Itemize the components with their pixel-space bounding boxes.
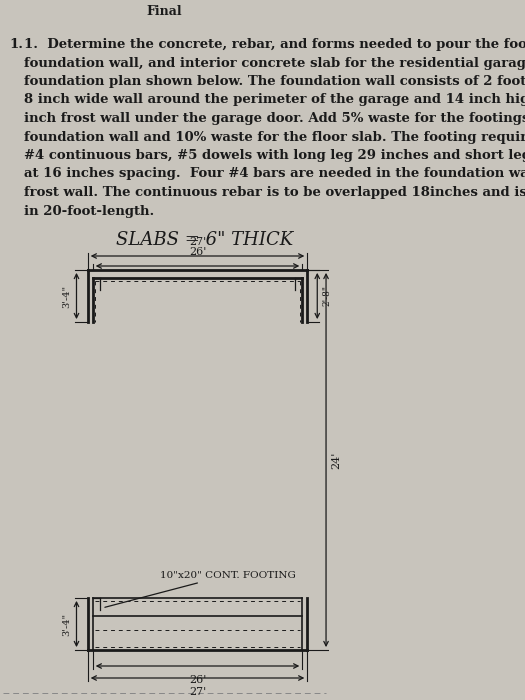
Text: 1.  Determine the concrete, rebar, and forms needed to pour the footings,: 1. Determine the concrete, rebar, and fo…: [24, 38, 525, 51]
Text: inch frost wall under the garage door. Add 5% waste for the footings and: inch frost wall under the garage door. A…: [24, 112, 525, 125]
Text: foundation wall and 10% waste for the floor slab. The footing requires three: foundation wall and 10% waste for the fl…: [24, 130, 525, 143]
Text: 27': 27': [189, 687, 206, 697]
Text: 10"x20" CONT. FOOTING: 10"x20" CONT. FOOTING: [105, 570, 296, 608]
Text: 1.: 1.: [9, 38, 24, 51]
Text: 24': 24': [332, 452, 342, 469]
Text: 26': 26': [189, 675, 206, 685]
Text: 8 inch wide wall around the perimeter of the garage and 14 inch high by 8: 8 inch wide wall around the perimeter of…: [24, 94, 525, 106]
Text: at 16 inches spacing.  Four #4 bars are needed in the foundation wall and: at 16 inches spacing. Four #4 bars are n…: [24, 167, 525, 181]
Text: SLABS = 6" THICK: SLABS = 6" THICK: [116, 231, 293, 249]
Text: #4 continuous bars, #5 dowels with long leg 29 inches and short leg 7 inches: #4 continuous bars, #5 dowels with long …: [24, 149, 525, 162]
Text: foundation plan shown below. The foundation wall consists of 2 foot high by: foundation plan shown below. The foundat…: [24, 75, 525, 88]
Text: 27': 27': [189, 237, 206, 247]
Text: 26': 26': [189, 247, 206, 257]
Text: 2'-8": 2'-8": [323, 286, 332, 307]
Text: Final: Final: [146, 5, 182, 18]
Text: 3'-4": 3'-4": [62, 284, 71, 307]
Text: 3'-4": 3'-4": [62, 612, 71, 636]
Text: in 20-foot-length.: in 20-foot-length.: [24, 204, 154, 218]
Text: frost wall. The continuous rebar is to be overlapped 18inches and is ordered: frost wall. The continuous rebar is to b…: [24, 186, 525, 199]
Text: foundation wall, and interior concrete slab for the residential garage: foundation wall, and interior concrete s…: [24, 57, 525, 69]
